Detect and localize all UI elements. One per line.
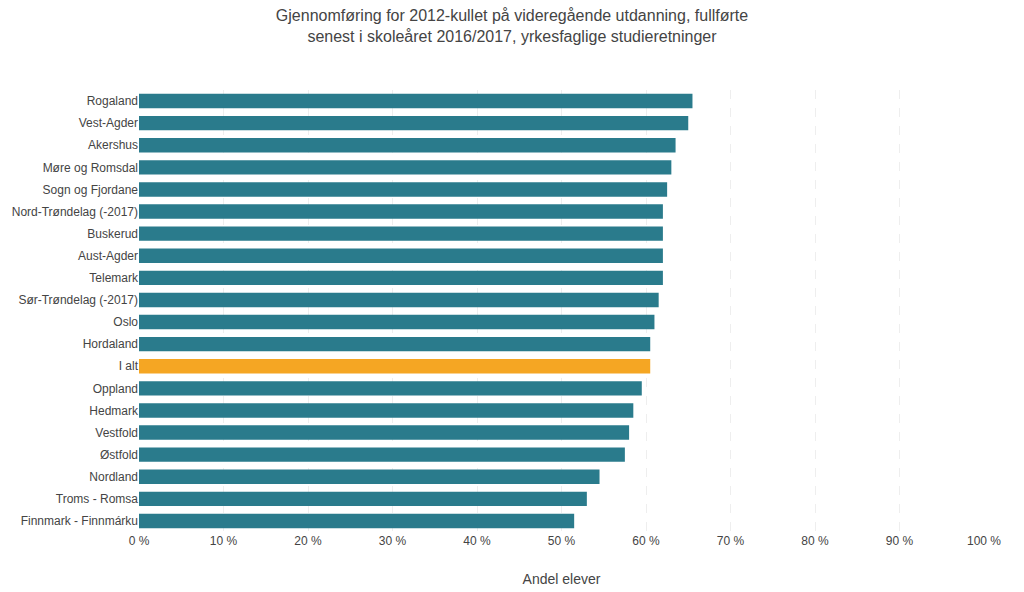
svg-text:60 %: 60 % — [632, 534, 660, 548]
svg-text:Andel elever: Andel elever — [523, 571, 601, 587]
svg-text:80 %: 80 % — [801, 534, 829, 548]
svg-text:Buskerud: Buskerud — [87, 227, 138, 241]
svg-text:Nord-Trøndelag (-2017): Nord-Trøndelag (-2017) — [12, 205, 138, 219]
svg-text:20 %: 20 % — [294, 534, 322, 548]
svg-text:Hordaland: Hordaland — [83, 337, 138, 351]
svg-text:Oslo: Oslo — [113, 315, 138, 329]
svg-text:Sogn og Fjordane: Sogn og Fjordane — [43, 183, 139, 197]
svg-text:30 %: 30 % — [379, 534, 407, 548]
svg-text:I alt: I alt — [119, 359, 139, 373]
svg-text:Telemark: Telemark — [89, 271, 139, 285]
svg-text:Vest-Agder: Vest-Agder — [79, 116, 138, 130]
svg-text:Finnmark - Finnmárku: Finnmark - Finnmárku — [21, 514, 138, 528]
svg-text:10 %: 10 % — [210, 534, 238, 548]
svg-text:Vestfold: Vestfold — [95, 426, 138, 440]
svg-text:70 %: 70 % — [717, 534, 745, 548]
svg-text:Rogaland: Rogaland — [87, 94, 138, 108]
svg-text:Møre og Romsdal: Møre og Romsdal — [43, 161, 138, 175]
svg-text:100 %: 100 % — [967, 534, 1001, 548]
svg-text:0 %: 0 % — [129, 534, 150, 548]
svg-text:40 %: 40 % — [463, 534, 491, 548]
svg-text:90 %: 90 % — [886, 534, 914, 548]
svg-text:Oppland: Oppland — [93, 382, 138, 396]
svg-text:Hedmark: Hedmark — [89, 404, 139, 418]
svg-text:Sør-Trøndelag (-2017): Sør-Trøndelag (-2017) — [18, 293, 138, 307]
svg-text:Nordland: Nordland — [89, 470, 138, 484]
svg-text:Aust-Agder: Aust-Agder — [78, 249, 138, 263]
svg-text:Akershus: Akershus — [88, 138, 138, 152]
svg-text:Troms - Romsa: Troms - Romsa — [56, 492, 139, 506]
svg-text:Østfold: Østfold — [100, 448, 138, 462]
svg-text:50 %: 50 % — [548, 534, 576, 548]
svg-text:Gjennomføring for 2012-kullet: Gjennomføring for 2012-kullet på videreg… — [276, 7, 748, 45]
